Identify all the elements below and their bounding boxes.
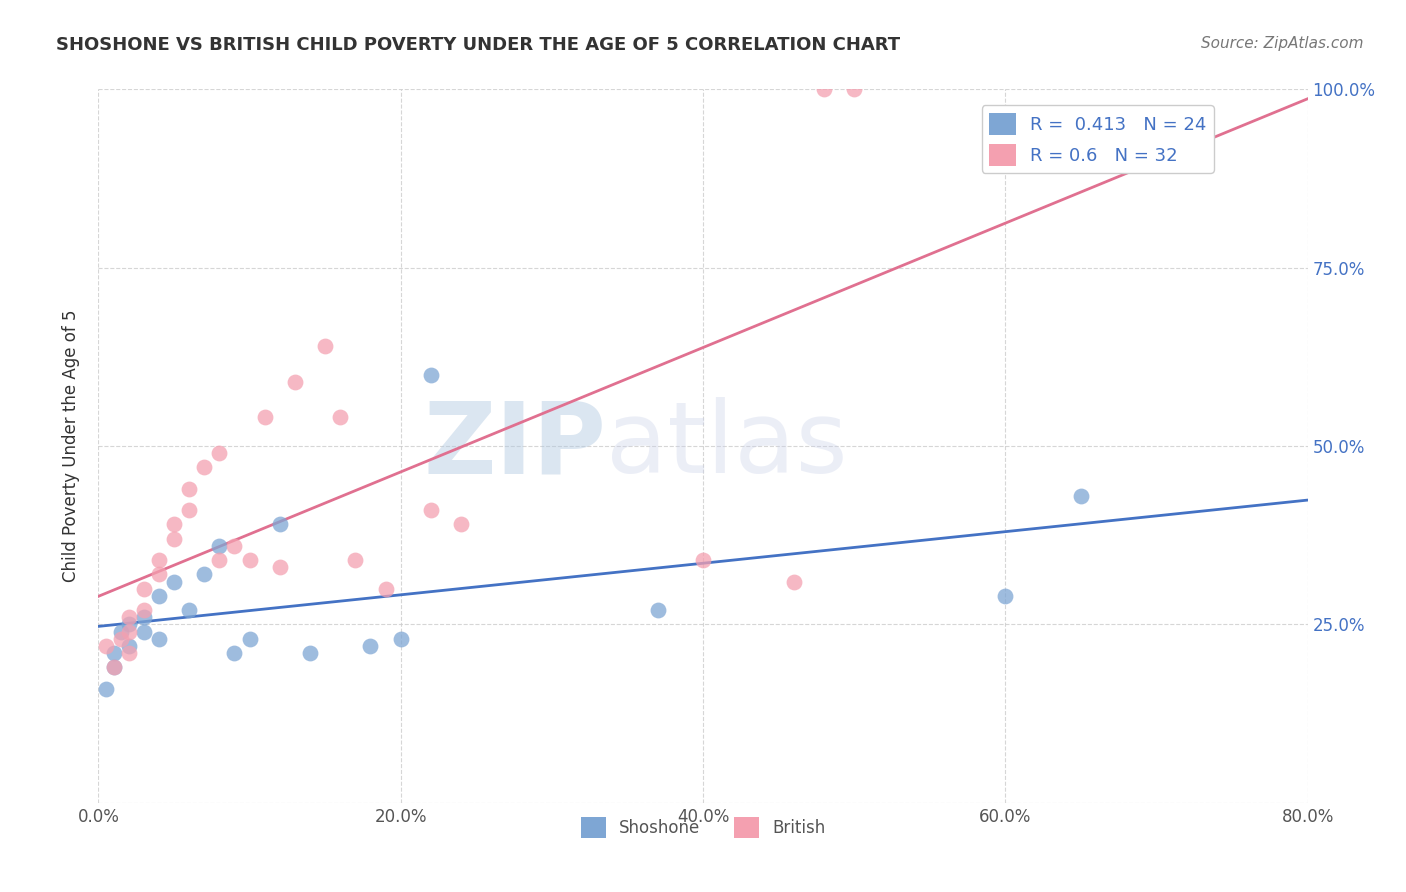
Point xyxy=(239,553,262,567)
Point xyxy=(118,624,141,639)
Point xyxy=(103,660,125,674)
Point xyxy=(329,410,352,425)
Point xyxy=(179,482,201,496)
Point xyxy=(692,553,714,567)
Point xyxy=(389,632,412,646)
Point xyxy=(179,603,201,617)
Point xyxy=(148,567,170,582)
Point xyxy=(132,603,155,617)
Point xyxy=(269,560,291,574)
Y-axis label: Child Poverty Under the Age of 5: Child Poverty Under the Age of 5 xyxy=(62,310,80,582)
Text: Source: ZipAtlas.com: Source: ZipAtlas.com xyxy=(1201,36,1364,51)
Text: atlas: atlas xyxy=(606,398,848,494)
Point xyxy=(1070,489,1092,503)
Point xyxy=(420,503,443,517)
Point xyxy=(284,375,307,389)
Point xyxy=(193,567,215,582)
Point xyxy=(344,553,367,567)
Point xyxy=(269,517,291,532)
Point xyxy=(239,632,262,646)
Text: SHOSHONE VS BRITISH CHILD POVERTY UNDER THE AGE OF 5 CORRELATION CHART: SHOSHONE VS BRITISH CHILD POVERTY UNDER … xyxy=(56,36,900,54)
Point xyxy=(647,603,669,617)
Point xyxy=(208,539,231,553)
Point xyxy=(103,646,125,660)
Point xyxy=(103,660,125,674)
Point xyxy=(94,681,117,696)
Point xyxy=(783,574,806,589)
Point xyxy=(110,624,132,639)
Point xyxy=(163,532,186,546)
Point xyxy=(208,446,231,460)
Point xyxy=(360,639,382,653)
Point xyxy=(179,503,201,517)
Point xyxy=(163,574,186,589)
Point xyxy=(420,368,443,382)
Point xyxy=(224,539,246,553)
Point xyxy=(299,646,322,660)
Point xyxy=(208,553,231,567)
Point xyxy=(118,646,141,660)
Point xyxy=(844,82,866,96)
Point xyxy=(148,553,170,567)
Point xyxy=(118,610,141,624)
Point xyxy=(374,582,396,596)
Point xyxy=(132,582,155,596)
Point xyxy=(132,624,155,639)
Point xyxy=(110,632,132,646)
Point xyxy=(314,339,336,353)
Point xyxy=(193,460,215,475)
Point xyxy=(94,639,117,653)
Point xyxy=(994,589,1017,603)
Point xyxy=(148,589,170,603)
Text: ZIP: ZIP xyxy=(423,398,606,494)
Point xyxy=(813,82,835,96)
Legend: Shoshone, British: Shoshone, British xyxy=(574,811,832,845)
Point xyxy=(118,617,141,632)
Point xyxy=(148,632,170,646)
Point xyxy=(224,646,246,660)
Point xyxy=(253,410,276,425)
Point xyxy=(450,517,472,532)
Point xyxy=(132,610,155,624)
Point xyxy=(163,517,186,532)
Point xyxy=(118,639,141,653)
